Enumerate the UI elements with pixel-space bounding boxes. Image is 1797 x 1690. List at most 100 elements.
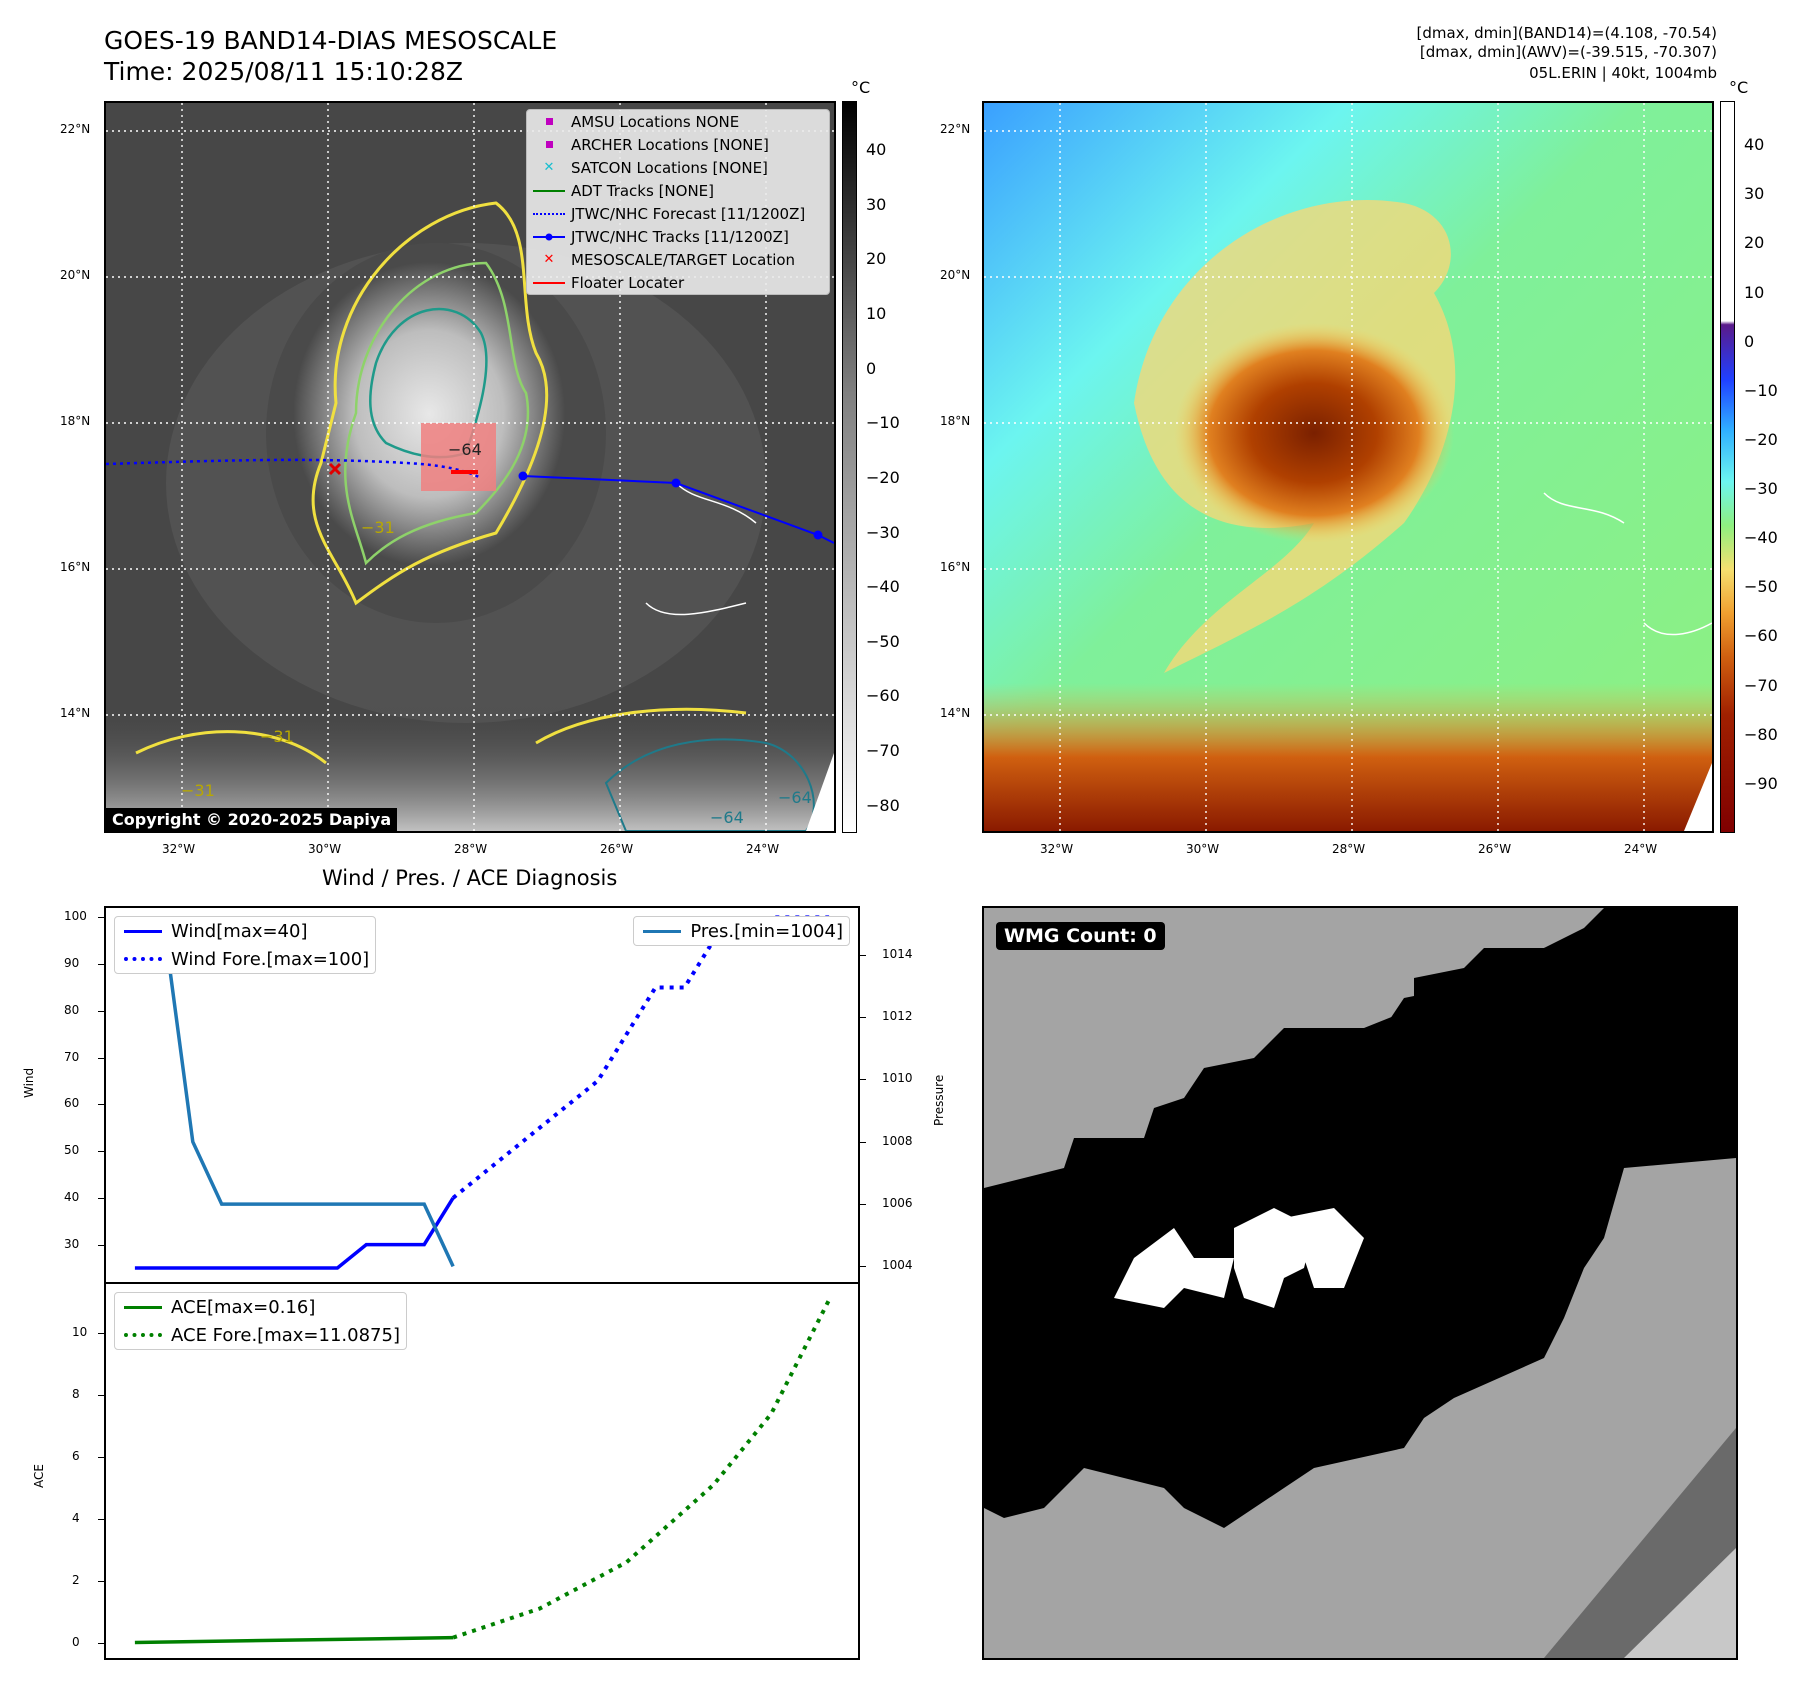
wind-legend: Wind[max=40] Wind Fore.[max=100] — [114, 916, 377, 974]
chart-title: GOES-19 BAND14-DIAS MESOSCALE — [104, 26, 558, 55]
pressure-tick: 1010 — [882, 1071, 913, 1086]
pressure-tick-mark — [860, 1266, 866, 1268]
wind-pres-panel: Wind[max=40] Wind Fore.[max=100] Pres.[m… — [104, 906, 860, 1284]
target-location-marker — [328, 462, 342, 476]
awv-map — [984, 103, 1712, 831]
wind-forecast-line — [451, 915, 830, 1200]
copyright-label: Copyright © 2020-2025 Dapiya — [106, 808, 398, 831]
info-line-2: [dmax, dmin](AWV)=(-39.515, -70.307) — [1419, 43, 1717, 61]
ace-forecast-line — [452, 1298, 831, 1640]
contour-yellow — [311, 201, 549, 606]
colorbar-1-tick: −70 — [866, 741, 900, 761]
colorbar-1-tick: 40 — [866, 140, 887, 160]
wind-tick-mark — [98, 1197, 104, 1199]
diagnosis-title: Wind / Pres. / ACE Diagnosis — [322, 866, 618, 890]
legend-item-target: ✕ MESOSCALE/TARGET Location — [543, 250, 796, 269]
lat-label-16: 16°N — [60, 560, 91, 574]
lat-label-14: 14°N — [60, 706, 91, 720]
ace-tick: 0 — [72, 1634, 80, 1649]
colorbar-1-tick: 10 — [866, 304, 887, 324]
legend-wind: Wind[max=40] — [115, 917, 375, 945]
ace-tick: 8 — [72, 1387, 80, 1402]
wind-tick-mark — [98, 1010, 104, 1012]
lon-label-26: 26°W — [600, 842, 634, 856]
legend-ace: ACE[max=0.16] — [115, 1293, 406, 1321]
lon-label-32: 32°W — [162, 842, 196, 856]
awv-lon-label-30: 30°W — [1186, 842, 1220, 856]
wmg-count: WMG Count: 0 — [996, 922, 1165, 950]
wmg-image — [984, 908, 1736, 1658]
colorbar-1-tick: −80 — [866, 795, 900, 815]
colorbar-2-tick: 40 — [1744, 135, 1765, 155]
lon-label-28: 28°W — [454, 842, 488, 856]
pressure-tick-mark — [860, 1017, 866, 1019]
ace-plot — [134, 1298, 831, 1645]
ace-tick: 10 — [72, 1325, 88, 1340]
awv-southern-band — [984, 683, 1712, 831]
colorbar-2-tick: −40 — [1744, 528, 1778, 548]
ace-line — [134, 1635, 454, 1645]
pressure-tick-mark — [860, 954, 866, 956]
legend-wind-fore: Wind Fore.[max=100] — [115, 945, 375, 973]
colorbar-2-tick: −10 — [1744, 380, 1778, 400]
awv-lat-label-20: 20°N — [940, 268, 971, 282]
colorbar-2-tick: −80 — [1744, 724, 1778, 744]
lat-label-18: 18°N — [60, 414, 91, 428]
wind-tick: 30 — [64, 1236, 80, 1251]
colorbar-1-tick: 30 — [866, 194, 887, 214]
awv-storm-core — [1174, 323, 1454, 543]
legend-item-floater: Floater Locater — [527, 271, 829, 294]
colorbar-2-tick: −90 — [1744, 773, 1778, 793]
contour-label-5: −64 — [710, 808, 744, 827]
contour-label-4: −64 — [778, 788, 812, 807]
colorbar-2-tick: 20 — [1744, 233, 1765, 253]
ace-legend: ACE[max=0.16] ACE Fore.[max=11.0875] — [114, 1292, 407, 1350]
ace-tick: 2 — [72, 1572, 80, 1587]
colorbar-2-tick: −30 — [1744, 479, 1778, 499]
contour-label-3: −31 — [181, 781, 215, 800]
colorbar-1-tick: −20 — [866, 467, 900, 487]
wind-tick-mark — [98, 1057, 104, 1059]
colorbar-2 — [1720, 101, 1735, 833]
wind-tick-mark — [98, 1151, 104, 1153]
colorbar-1-tick: −10 — [866, 413, 900, 433]
info-line-1: [dmax, dmin](BAND14)=(4.108, -70.54) — [1416, 24, 1717, 42]
ace-panel: ACE[max=0.16] ACE Fore.[max=11.0875] — [104, 1282, 860, 1660]
observed-track — [522, 475, 834, 544]
colorbar-1 — [842, 101, 857, 833]
legend-item-tracks: JTWC/NHC Tracks [11/1200Z] — [527, 225, 829, 248]
pressure-axis-label: Pressure — [932, 1074, 946, 1126]
pressure-tick-mark — [860, 1141, 866, 1143]
wind-line — [134, 1196, 455, 1270]
ace-tick-mark — [98, 1333, 104, 1335]
wmg-white-region-1 — [1114, 1228, 1234, 1308]
wind-tick: 80 — [64, 1002, 80, 1017]
awv-lon-label-32: 32°W — [1040, 842, 1074, 856]
legend-item-amsu: AMSU Locations NONE — [527, 110, 829, 133]
wind-pres-plot — [134, 915, 830, 1270]
contour-green — [343, 261, 530, 566]
colorbar-2-tick: −20 — [1744, 429, 1778, 449]
colorbar-2-tick: 0 — [1744, 331, 1755, 351]
wind-tick-mark — [98, 964, 104, 966]
map-legend: AMSU Locations NONE ARCHER Locations [NO… — [526, 109, 830, 295]
contour-label-6: −31 — [361, 518, 395, 537]
band14-map-panel: −64 −31 −31 −64 −64 −31 Copyright © 2020… — [104, 101, 836, 833]
awv-lat-label-22: 22°N — [940, 122, 971, 136]
legend-item-archer: ARCHER Locations [NONE] — [527, 133, 829, 156]
wind-tick: 60 — [64, 1096, 80, 1111]
wind-tick: 100 — [64, 909, 87, 924]
colorbar-1-tick: 20 — [866, 249, 887, 269]
wind-tick: 50 — [64, 1143, 80, 1158]
ace-tick-mark — [98, 1395, 104, 1397]
awv-lat-label-18: 18°N — [940, 414, 971, 428]
wind-tick: 40 — [64, 1189, 80, 1204]
ace-tick-mark — [98, 1580, 104, 1582]
ace-tick: 4 — [72, 1510, 80, 1525]
ace-tick-mark — [98, 1457, 104, 1459]
pressure-tick: 1014 — [882, 946, 913, 961]
colorbar-2-tick: −60 — [1744, 626, 1778, 646]
legend-item-forecast: JTWC/NHC Forecast [11/1200Z] — [527, 202, 829, 225]
pressure-tick-mark — [860, 1079, 866, 1081]
colorbar-1-tick: −50 — [866, 631, 900, 651]
